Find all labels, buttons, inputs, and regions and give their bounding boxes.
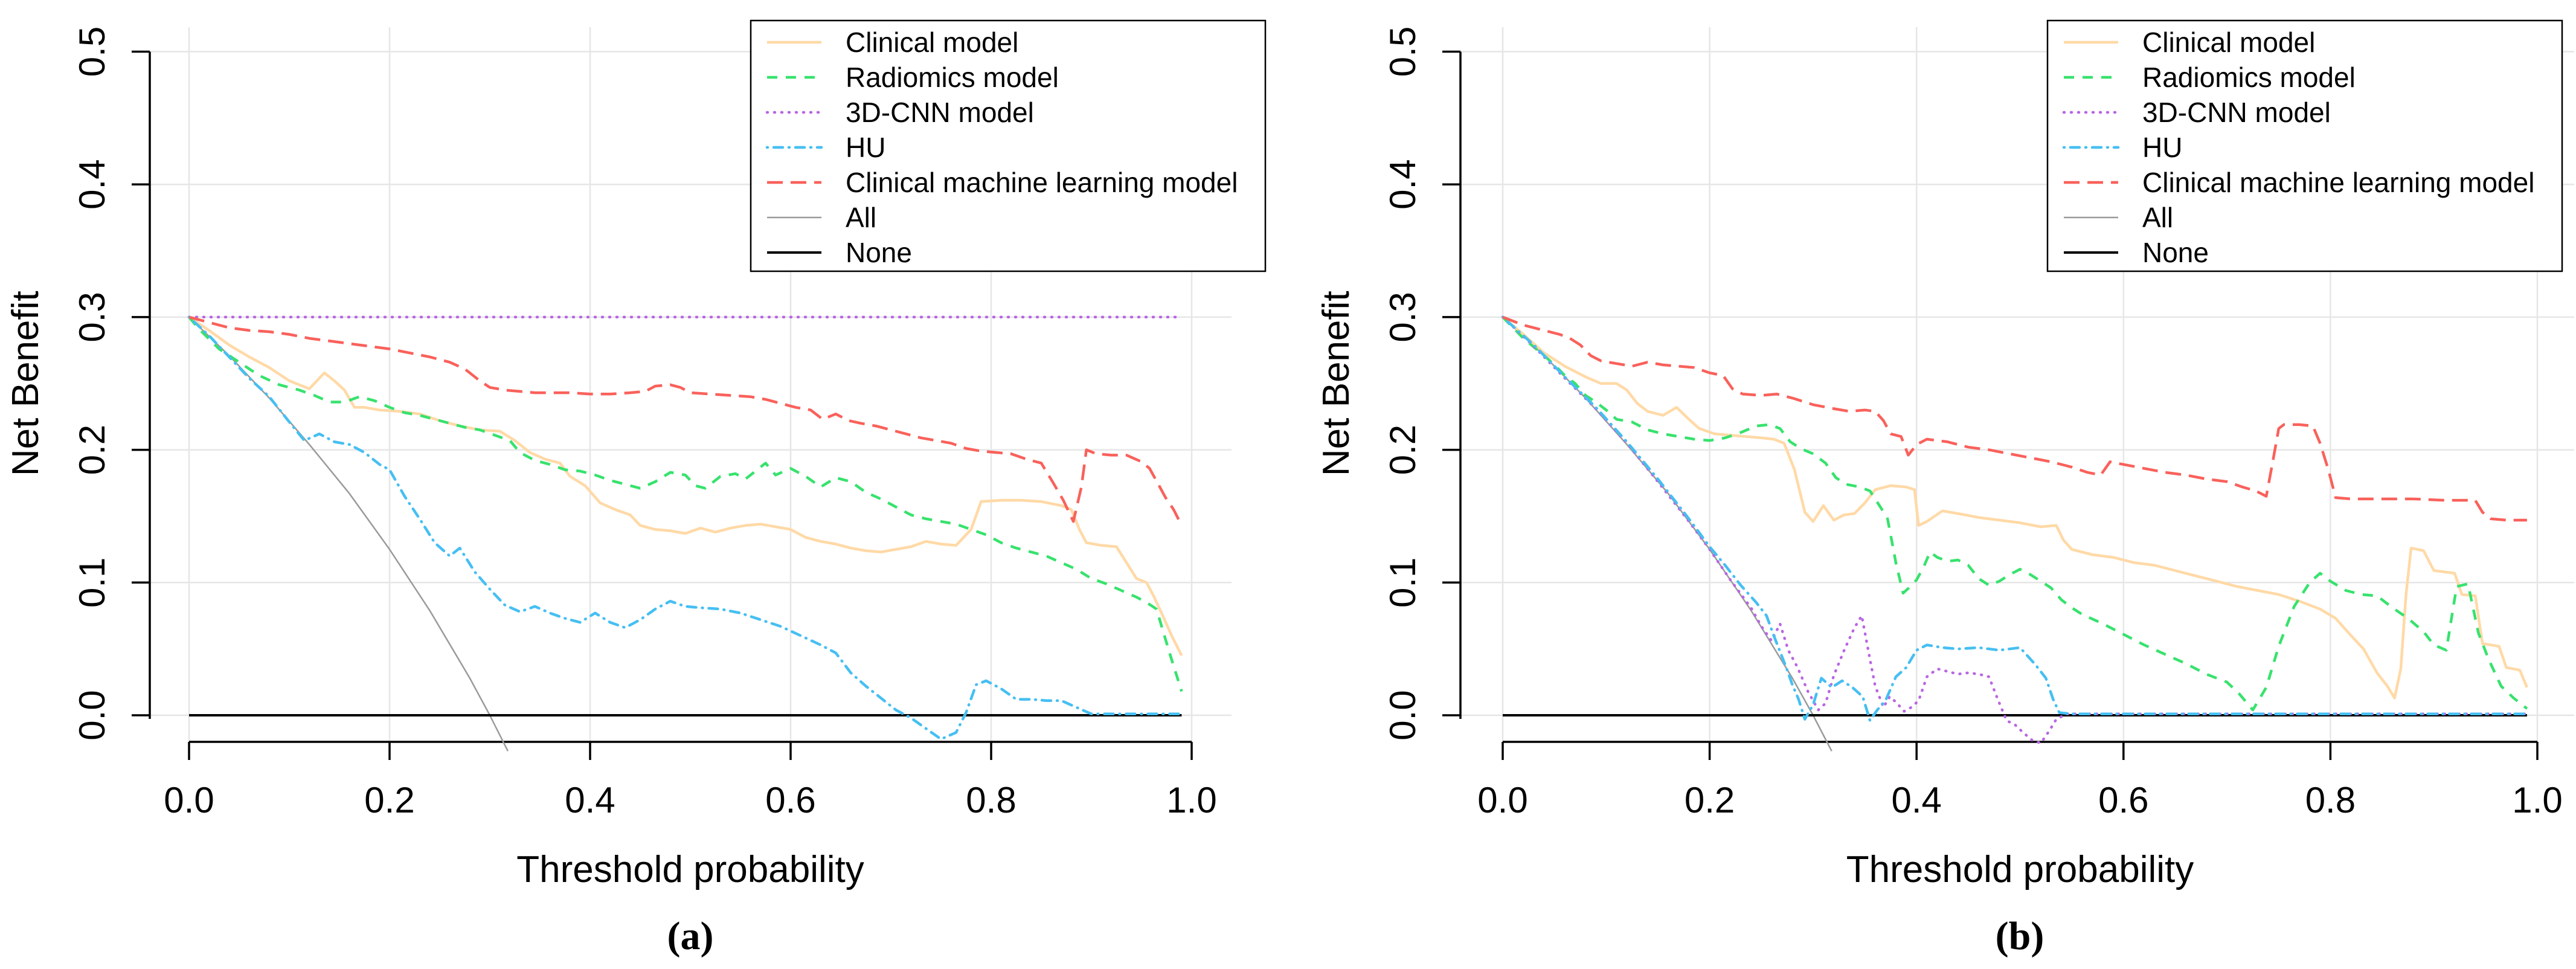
legend-item-all: All [767,202,876,233]
legend-label: 3D-CNN model [2142,97,2331,128]
y-tick-label: 0.3 [1383,292,1423,342]
x-axis-title: Threshold probability [1846,849,2194,890]
y-tick-label: 0.5 [1383,27,1423,77]
legend-label: Radiomics model [2142,62,2356,93]
series-group [1501,315,2529,752]
legend: Clinical model Radiomics model 3D-CNN mode… [750,19,1267,272]
y-tick-label: 0.2 [72,425,112,475]
legend-item-radiomics: Radiomics model [2064,62,2356,93]
x-tick-label: 1.0 [2512,780,2562,820]
y-tick-label: 0.1 [1383,558,1423,608]
series-clinical [188,316,1183,657]
series-all [1502,316,1832,752]
legend-box [750,19,1267,272]
series-hu [1501,315,2529,723]
series-radiomics [1502,316,2528,712]
legend-label: All [846,202,876,233]
legend-item-none: None [767,237,912,268]
y-tick-label: 0.4 [1383,159,1423,209]
legend-label: Clinical model [846,27,1018,58]
tick-labels: 0.0 0.1 0.2 0.3 0.4 0.5 0.0 0.2 0.4 0.6 0.8 1.0 [72,27,1217,820]
panel-b: 0.0 0.1 0.2 0.3 0.4 0.5 0.0 0.2 0.4 0.6 0.8 1.0 Net … [1315,19,2574,890]
legend-label: All [2142,202,2173,233]
x-tick-label: 0.4 [1891,780,1941,820]
legend-item-clinical: Clinical model [2064,27,2315,58]
legend-item-clinical: Clinical model [767,27,1018,58]
axes [1442,50,2539,760]
y-tick-label: 0.2 [1383,425,1423,475]
x-tick-label: 0.6 [765,780,815,820]
legend-item-cnn3d: 3D-CNN model [2062,97,2331,128]
y-tick-label: 0.4 [72,159,112,209]
series-clinical_ml [188,315,1183,526]
x-tick-label: 0.8 [2305,780,2356,820]
x-tick-label: 0.2 [1685,780,1735,820]
x-tick-label: 0.0 [164,780,214,820]
x-tick-label: 1.0 [1166,780,1216,820]
legend-label: Radiomics model [846,62,1059,93]
x-tick-label: 0.0 [1477,780,1527,820]
series-radiomics [188,316,1183,692]
legend-box [2046,19,2563,272]
series-clinical [1502,316,2528,700]
y-axis-title: Net Benefit [5,291,47,476]
legend-item-hu: HU [765,132,885,163]
series-group [187,315,1183,752]
series-cnn3d [1501,315,2529,745]
legend-label: 3D-CNN model [846,97,1034,128]
y-tick-label: 0.1 [72,558,112,608]
x-tick-label: 0.8 [966,780,1016,820]
axes [132,50,1193,760]
x-tick-label: 0.2 [364,780,414,820]
panel-a-caption: (a) [667,914,714,958]
legend-item-all: All [2064,202,2173,233]
legend-label: HU [2142,132,2182,163]
legend-label: HU [846,132,885,163]
series-all [188,316,509,752]
panel-b-caption: (b) [1995,914,2044,958]
y-tick-label: 0.3 [72,292,112,342]
legend-item-clinical_ml: Clinical machine learning model [767,167,1238,198]
legend-label: Clinical machine learning model [2142,167,2534,198]
x-tick-label: 0.4 [565,780,615,820]
series-clinical_ml [1502,315,2527,522]
series-hu [187,315,1183,741]
legend-item-hu: HU [2062,132,2182,163]
tick-labels: 0.0 0.1 0.2 0.3 0.4 0.5 0.0 0.2 0.4 0.6 0.8 1.0 [1383,27,2563,820]
legend-label: Clinical model [2142,27,2315,58]
legend-label: None [2142,237,2209,268]
panel-a: 0.0 0.1 0.2 0.3 0.4 0.5 0.0 0.2 0.4 0.6 0.8 1.0 Net … [5,19,1267,890]
legend-item-clinical_ml: Clinical machine learning model [2064,167,2534,198]
legend: Clinical model Radiomics model 3D-CNN mode… [2046,19,2563,272]
legend-item-radiomics: Radiomics model [767,62,1059,93]
x-axis-title: Threshold probability [516,849,864,890]
legend-item-cnn3d: 3D-CNN model [765,97,1034,128]
legend-label: Clinical machine learning model [846,167,1238,198]
y-tick-label: 0.0 [1383,690,1423,740]
y-tick-label: 0.0 [72,690,112,740]
y-axis-title: Net Benefit [1315,291,1357,476]
legend-label: None [846,237,912,268]
y-tick-label: 0.5 [72,27,112,77]
x-tick-label: 0.6 [2098,780,2148,820]
legend-item-none: None [2064,237,2209,268]
